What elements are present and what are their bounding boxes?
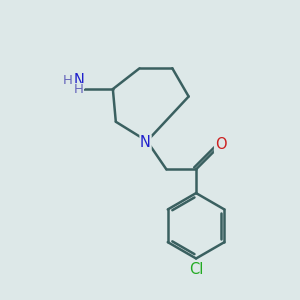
Text: Cl: Cl <box>189 262 203 277</box>
Text: N: N <box>73 73 84 88</box>
Text: H: H <box>62 74 72 87</box>
Text: O: O <box>214 137 226 152</box>
Text: N: N <box>140 135 151 150</box>
Text: H: H <box>74 83 84 97</box>
